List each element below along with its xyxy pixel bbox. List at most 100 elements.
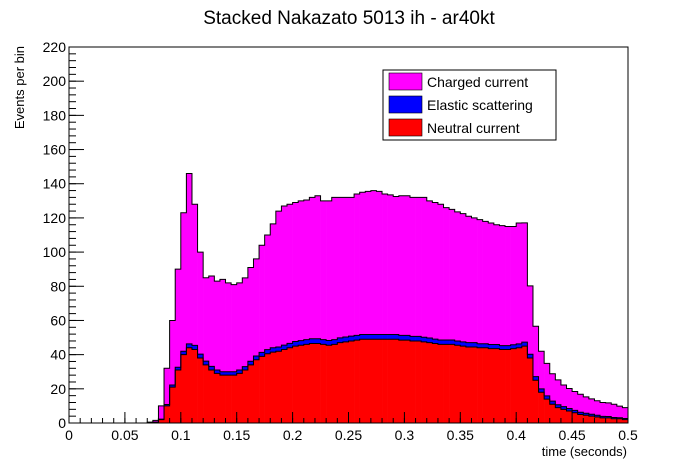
- histogram-bar: [382, 193, 388, 335]
- histogram-bar: [203, 364, 210, 423]
- histogram-bar: [516, 223, 523, 344]
- histogram-bar: [404, 340, 411, 423]
- x-tick-label: 0.4: [506, 427, 526, 443]
- histogram-bar: [544, 395, 551, 400]
- histogram-bar: [292, 341, 299, 347]
- histogram-bar: [521, 346, 528, 423]
- histogram-bar: [449, 209, 456, 340]
- x-tick-label: 0.3: [395, 427, 415, 443]
- y-tick-label: 200: [43, 73, 67, 89]
- x-tick-label: 0.05: [111, 427, 138, 443]
- axes-layer: 0 0.05 0.1 0.15 0.2 0.25 0.3 0.35 0.4 0.45 0.5 0 20 4…: [43, 39, 638, 443]
- histogram-bar: [337, 197, 344, 338]
- histogram-bar: [521, 342, 528, 347]
- legend: Charged current Elastic scattering Neutr…: [382, 69, 557, 141]
- histogram-bar: [398, 340, 405, 423]
- histogram-bar: [281, 205, 288, 346]
- histogram-bar: [415, 197, 422, 337]
- histogram-bar: [236, 373, 243, 423]
- histogram-bar: [359, 334, 366, 340]
- histogram-bar: [298, 345, 305, 423]
- histogram-bar: [164, 404, 170, 406]
- histogram-bar: [169, 320, 176, 386]
- histogram-bar: [460, 213, 467, 342]
- histogram-bar: [471, 342, 478, 347]
- histogram-bar: [231, 284, 237, 372]
- histogram-bar: [572, 410, 578, 413]
- y-tick-label: 60: [50, 312, 66, 328]
- histogram-bar: [259, 245, 265, 353]
- histogram-bar: [437, 204, 444, 340]
- y-tick-label: 160: [43, 142, 67, 158]
- histogram-bar: [482, 343, 489, 348]
- histogram-bar: [409, 336, 416, 341]
- legend-label-charged-current: Charged current: [427, 74, 528, 90]
- y-tick-label: 80: [50, 278, 66, 294]
- x-tick-label: 0.2: [283, 427, 303, 443]
- histogram-bar: [600, 402, 606, 417]
- histogram-bar: [180, 212, 187, 352]
- histogram-bar: [532, 376, 539, 381]
- legend-label-elastic-scattering: Elastic scattering: [427, 97, 533, 113]
- histogram-bar: [566, 388, 573, 409]
- histogram-bar: [236, 282, 243, 371]
- histogram-bar: [247, 364, 254, 423]
- histogram-bar: [393, 334, 400, 340]
- histogram-bar: [505, 226, 511, 346]
- histogram-bar: [465, 342, 472, 347]
- histogram-bar: [415, 336, 422, 341]
- histogram-bar: [331, 344, 338, 423]
- histogram-bar: [482, 221, 489, 344]
- x-tick-label: 0.15: [223, 427, 250, 443]
- histogram-bar: [616, 417, 623, 419]
- y-tick-label: 120: [43, 210, 67, 226]
- histogram-bar: [180, 354, 187, 423]
- histogram-bar: [605, 402, 612, 417]
- histogram-bar: [421, 197, 428, 338]
- x-tick-label: 0: [65, 427, 73, 443]
- histogram-bar: [622, 419, 629, 423]
- histogram-bar: [348, 197, 355, 337]
- histogram-bar: [275, 351, 282, 423]
- y-tick-label: 20: [50, 381, 66, 397]
- y-tick-label: 220: [43, 39, 67, 55]
- histogram-bar: [398, 335, 405, 341]
- histogram-bar: [331, 197, 338, 340]
- histogram-bar: [219, 279, 226, 372]
- series-charged-current: [147, 173, 629, 423]
- histogram-bar: [443, 207, 450, 340]
- histogram-bar: [454, 211, 461, 341]
- histogram-bar: [303, 339, 310, 345]
- histogram-bar: [572, 391, 578, 411]
- histogram-bar: [376, 334, 383, 340]
- legend-swatch-elastic-scattering: [388, 95, 423, 114]
- histogram-bar: [488, 223, 495, 345]
- histogram-bar: [465, 216, 472, 343]
- histogram-bar: [611, 417, 618, 419]
- histogram-bar: [253, 356, 260, 360]
- histogram-bar: [505, 349, 511, 423]
- histogram-bar: [460, 346, 467, 423]
- histogram-bar: [309, 343, 316, 423]
- histogram-bar: [214, 370, 221, 374]
- y-tick-label: 40: [50, 347, 66, 363]
- histogram-bar: [259, 352, 265, 357]
- histogram-bar: [253, 258, 260, 357]
- histogram-bar: [409, 340, 416, 423]
- histogram-bar: [510, 348, 517, 423]
- histogram-bar: [197, 354, 204, 359]
- histogram-bar: [477, 343, 483, 348]
- histogram-bar: [365, 339, 372, 423]
- histogram-bar: [499, 345, 506, 350]
- histogram-bar: [219, 371, 226, 376]
- histogram-bar: [197, 358, 204, 423]
- histogram-bar: [370, 339, 377, 423]
- histogram-bar: [225, 375, 232, 423]
- histogram-bar: [527, 354, 534, 359]
- histogram-bar: [460, 341, 467, 347]
- histogram-bar: [342, 197, 349, 338]
- histogram-bar: [158, 419, 165, 423]
- histogram-bar: [309, 197, 316, 339]
- histogram-bar: [616, 406, 623, 418]
- histogram-bar: [270, 347, 277, 353]
